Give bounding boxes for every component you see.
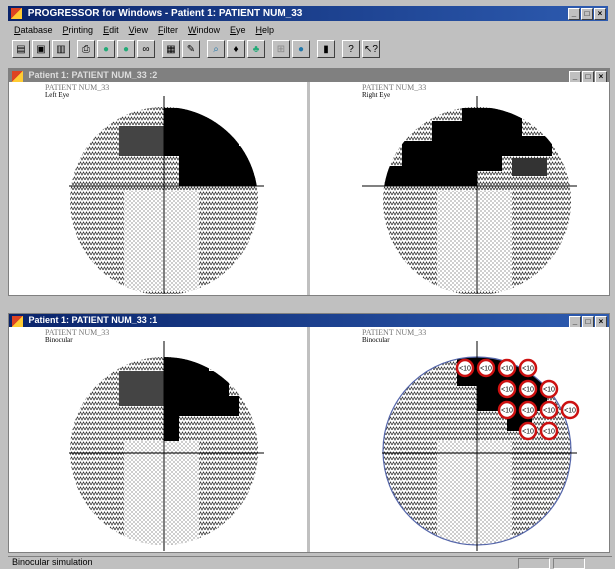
status-segment: [518, 558, 550, 569]
tree-icon[interactable]: ♣: [247, 40, 265, 58]
child-window-1-titlebar[interactable]: Patient 1: PATIENT NUM_33 :1 _ □ ×: [9, 314, 609, 328]
minimize-button[interactable]: _: [568, 8, 580, 20]
menu-view[interactable]: View: [128, 25, 148, 35]
defect-marker: <10: [539, 421, 559, 441]
status-segment: [553, 558, 585, 569]
defect-marker-label: <10: [543, 387, 555, 394]
patient-label: PATIENT NUM_33: [362, 83, 427, 92]
help-icon[interactable]: ?: [342, 40, 360, 58]
defect-marker: <10: [539, 400, 559, 420]
defect-marker: <10: [476, 358, 496, 378]
pane-divider[interactable]: [307, 327, 310, 552]
defect-marker-label: <10: [522, 408, 534, 415]
visual-field-map: [69, 96, 264, 294]
printer-icon[interactable]: ⎙: [77, 40, 95, 58]
defect-marker: <10: [539, 379, 559, 399]
child-icon: [12, 71, 23, 82]
child-icon: [12, 316, 23, 327]
defect-marker-label: <10: [522, 387, 534, 394]
defect-marker: <10: [518, 379, 538, 399]
menu-eye[interactable]: Eye: [229, 25, 246, 35]
visual-field-map: [69, 341, 264, 551]
child-window-1-title: Patient 1: PATIENT NUM_33 :1: [28, 315, 158, 325]
visual-field-map: [362, 96, 577, 294]
chart-icon[interactable]: ⊞: [272, 40, 290, 58]
defect-marker-label: <10: [501, 408, 513, 415]
defect-markers: <10 <10 <10 <10 <10 <10 <10 <10 <10 <10 <10 <10 <10: [455, 358, 580, 441]
toolbar: ▤ ▣ ▥ ⎙ ● ● ∞ ▦ ✎ ⌕ ♦ ♣ ⊞ ● ▮ ? ↖?: [12, 40, 380, 60]
defect-marker-label: <10: [480, 366, 492, 373]
left-eye-pane[interactable]: PATIENT NUM_33 Left Eye: [9, 82, 307, 295]
defect-marker-label: <10: [564, 408, 576, 415]
defect-marker: <10: [518, 358, 538, 378]
menu-filter[interactable]: Filter: [157, 25, 178, 35]
defect-marker: <10: [560, 400, 580, 420]
left-eye-icon[interactable]: ●: [97, 40, 115, 58]
eye-label: Binocular: [45, 336, 73, 344]
defect-marker-label: <10: [501, 387, 513, 394]
patient-label: PATIENT NUM_33: [362, 328, 427, 337]
child-window-2[interactable]: Patient 1: PATIENT NUM_33 :2 _ □ × PATIE…: [8, 68, 610, 296]
defect-marker: <10: [497, 358, 517, 378]
patient-label: PATIENT NUM_33: [45, 328, 110, 337]
print-preview-icon[interactable]: ▣: [32, 40, 50, 58]
binoculars-icon[interactable]: ∞: [137, 40, 155, 58]
menu-window[interactable]: Window: [187, 25, 220, 35]
child-window-1-panes: PATIENT NUM_33 Binocular PATIENT NUM_33 …: [9, 327, 609, 552]
defect-marker-label: <10: [543, 408, 555, 415]
close-button[interactable]: ×: [594, 8, 606, 20]
defect-marker: <10: [455, 358, 475, 378]
menu-edit[interactable]: Edit: [103, 25, 119, 35]
window-controls: _ □ ×: [568, 8, 606, 20]
defect-marker-label: <10: [501, 366, 513, 373]
defect-marker-label: <10: [522, 429, 534, 436]
defect-marker: <10: [497, 379, 517, 399]
menu-printing[interactable]: Printing: [62, 25, 94, 35]
child-window-2-titlebar[interactable]: Patient 1: PATIENT NUM_33 :2 _ □ ×: [9, 69, 609, 83]
right-eye-icon[interactable]: ●: [117, 40, 135, 58]
open-icon[interactable]: ▤: [12, 40, 30, 58]
defect-marker-label: <10: [459, 366, 471, 373]
defect-marker-label: <10: [543, 429, 555, 436]
app-title: PROGRESSOR for Windows - Patient 1: PATI…: [27, 8, 303, 19]
maximize-button[interactable]: □: [581, 8, 593, 20]
zoom-icon[interactable]: ⌕: [207, 40, 225, 58]
visual-field-map: <10 <10 <10 <10 <10 <10 <10 <10 <10 <10 <10 <10 <10: [382, 341, 580, 551]
child-window-2-panes: PATIENT NUM_33 Left Eye: [9, 82, 609, 295]
child-window-2-title: Patient 1: PATIENT NUM_33 :2: [28, 70, 158, 80]
defect-marker-label: <10: [522, 366, 534, 373]
menu-bar: Database Printing Edit View Filter Windo…: [8, 23, 614, 37]
defect-marker: <10: [518, 421, 538, 441]
trash-icon[interactable]: ▮: [317, 40, 335, 58]
right-eye-pane[interactable]: PATIENT NUM_33 Right Eye: [310, 82, 608, 295]
eye-label: Left Eye: [45, 91, 70, 99]
binocular-pane-left[interactable]: PATIENT NUM_33 Binocular: [9, 327, 307, 552]
pane-divider[interactable]: [307, 82, 310, 295]
eye-label: Binocular: [362, 336, 390, 344]
menu-help[interactable]: Help: [255, 25, 275, 35]
status-text: Binocular simulation: [12, 557, 93, 567]
patient-label: PATIENT NUM_33: [45, 83, 110, 92]
edit-icon[interactable]: ✎: [182, 40, 200, 58]
maximize-button[interactable]: □: [582, 71, 594, 83]
defect-marker: <10: [497, 400, 517, 420]
grid-icon[interactable]: ▦: [162, 40, 180, 58]
binocular-pane-right[interactable]: PATIENT NUM_33 Binocular <10 <10 <10 <10 <10…: [310, 327, 608, 552]
context-help-icon[interactable]: ↖?: [362, 40, 380, 58]
app-titlebar: PROGRESSOR for Windows - Patient 1: PATI…: [8, 6, 608, 21]
circle-icon[interactable]: ●: [292, 40, 310, 58]
status-bar: Binocular simulation: [8, 556, 612, 569]
menu-database[interactable]: Database: [14, 25, 53, 35]
child-window-1[interactable]: Patient 1: PATIENT NUM_33 :1 _ □ × PATIE…: [8, 313, 610, 553]
find-icon[interactable]: ♦: [227, 40, 245, 58]
app-icon[interactable]: [11, 8, 22, 19]
eye-label: Right Eye: [362, 91, 391, 99]
child-window-2-controls: _ □ ×: [569, 71, 607, 83]
defect-marker: <10: [518, 400, 538, 420]
save-icon[interactable]: ▥: [52, 40, 70, 58]
